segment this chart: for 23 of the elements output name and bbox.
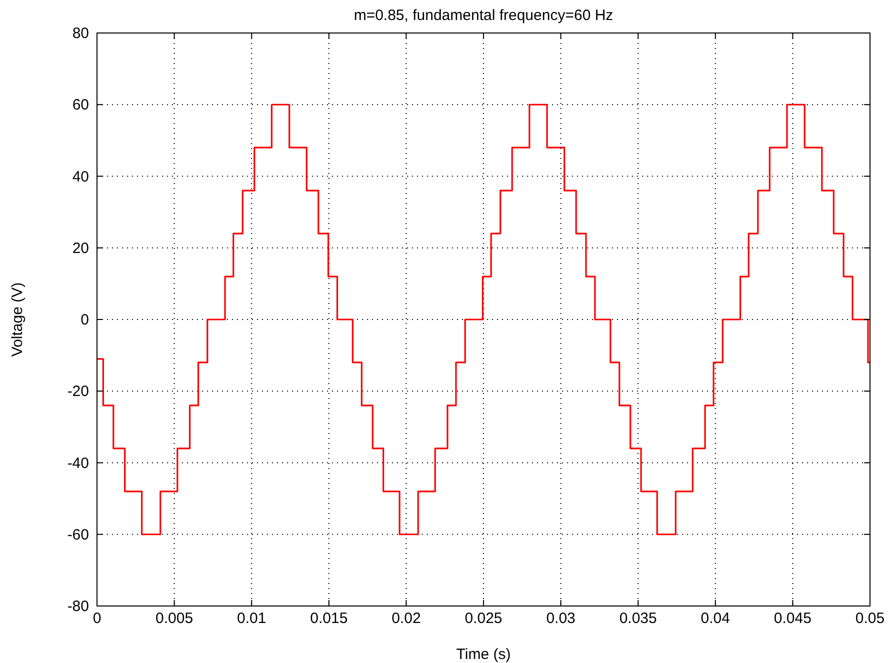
- y-tick-label: -40: [67, 454, 89, 472]
- x-tick-label: 0.035: [619, 610, 657, 627]
- x-tick-label: 0.025: [464, 610, 502, 627]
- y-tick-label: 40: [72, 168, 89, 186]
- y-tick-label: 80: [72, 25, 89, 42]
- x-tick-label: 0.01: [237, 610, 266, 627]
- x-tick-label: 0.045: [774, 610, 812, 627]
- chart-title: m=0.85, fundamental frequency=60 Hz: [354, 7, 614, 24]
- x-tick-label: 0.03: [546, 610, 576, 627]
- x-axis-title: Time (s): [456, 646, 511, 663]
- x-tick-label: 0.02: [392, 610, 421, 627]
- y-tick-label: 0: [80, 312, 89, 328]
- y-tick-label: 20: [72, 240, 89, 257]
- y-tick-label: -80: [67, 598, 89, 615]
- y-tick-label: -60: [67, 526, 89, 544]
- x-tick-label: 0.04: [700, 610, 730, 627]
- y-tick-label: 60: [72, 96, 89, 114]
- x-tick-label: 0.005: [156, 610, 194, 627]
- y-tick-label: -20: [67, 383, 89, 400]
- x-tick-label: 0.05: [855, 610, 885, 627]
- x-tick-label: 0: [92, 610, 102, 627]
- y-axis-title: Voltage (V): [9, 282, 26, 357]
- x-tick-label: 0.015: [310, 610, 348, 627]
